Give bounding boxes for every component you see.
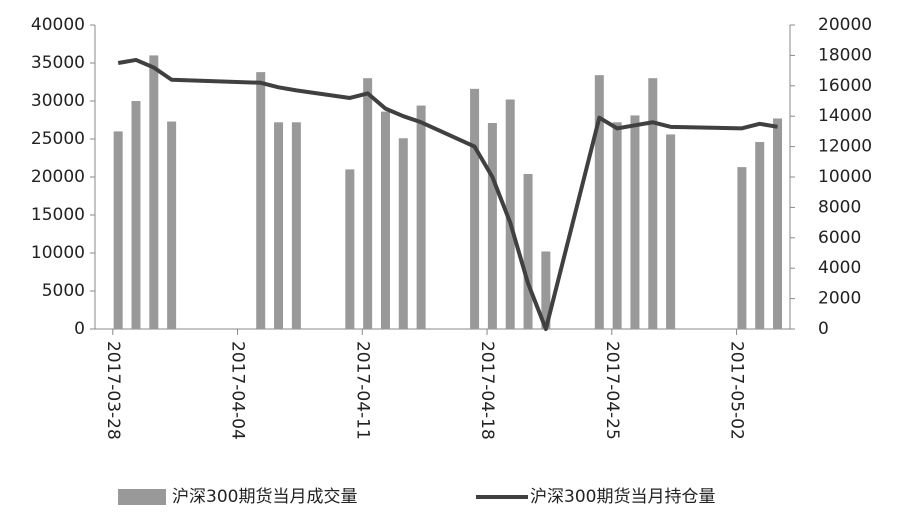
y2-tick-label: 14000: [818, 106, 872, 126]
x-tick-label: 2017-04-04: [228, 341, 248, 440]
y-tick-label: 10000: [31, 243, 85, 263]
bar: [363, 78, 373, 329]
bar: [612, 122, 622, 329]
y-tick-label: 40000: [31, 15, 85, 35]
y-tick-label: 0: [74, 319, 85, 339]
y2-tick-label: 10000: [818, 167, 872, 187]
y2-tick-label: 12000: [818, 137, 872, 157]
x-tick-label: 2017-05-02: [727, 341, 747, 440]
x-tick-label: 2017-04-18: [477, 341, 497, 440]
y-tick-label: 35000: [31, 53, 85, 73]
bar: [274, 122, 284, 329]
bar: [523, 173, 533, 329]
legend-label: 沪深300期货当月持仓量: [530, 487, 715, 507]
y2-tick-label: 8000: [818, 197, 861, 217]
y2-tick-label: 0: [818, 319, 829, 339]
y-tick-label: 5000: [42, 281, 85, 301]
bar: [737, 167, 747, 329]
y-tick-label: 25000: [31, 129, 85, 149]
bar: [470, 88, 480, 329]
bar: [380, 111, 390, 329]
y-tick-label: 20000: [31, 167, 85, 187]
bar: [416, 105, 426, 329]
bar: [487, 123, 497, 329]
bar: [630, 115, 640, 329]
bar: [505, 99, 515, 329]
x-tick-label: 2017-04-11: [352, 341, 372, 440]
bar: [345, 169, 355, 329]
bar: [256, 72, 266, 330]
y2-tick-label: 2000: [818, 289, 861, 309]
legend-swatch: [118, 489, 166, 505]
x-tick-label: 2017-03-28: [103, 341, 123, 440]
y2-tick-label: 16000: [818, 76, 872, 96]
bar: [167, 121, 177, 330]
bar: [594, 75, 604, 329]
bar: [755, 142, 765, 329]
bar: [666, 134, 676, 329]
y2-tick-label: 6000: [818, 228, 861, 248]
bar: [113, 131, 123, 329]
y-tick-label: 30000: [31, 91, 85, 111]
line: [117, 57, 778, 331]
bar: [291, 122, 301, 329]
bar: [773, 118, 783, 329]
legend-label: 沪深300期货当月成交量: [172, 487, 357, 507]
y-tick-label: 15000: [31, 205, 85, 225]
x-tick-label: 2017-04-25: [602, 341, 622, 440]
bar: [398, 138, 408, 329]
bar: [149, 55, 159, 330]
bar: [541, 251, 551, 329]
bar: [648, 78, 658, 329]
bar: [131, 101, 141, 329]
y2-tick-label: 4000: [818, 258, 861, 278]
y2-tick-label: 18000: [818, 45, 872, 65]
y2-tick-label: 20000: [818, 15, 872, 35]
